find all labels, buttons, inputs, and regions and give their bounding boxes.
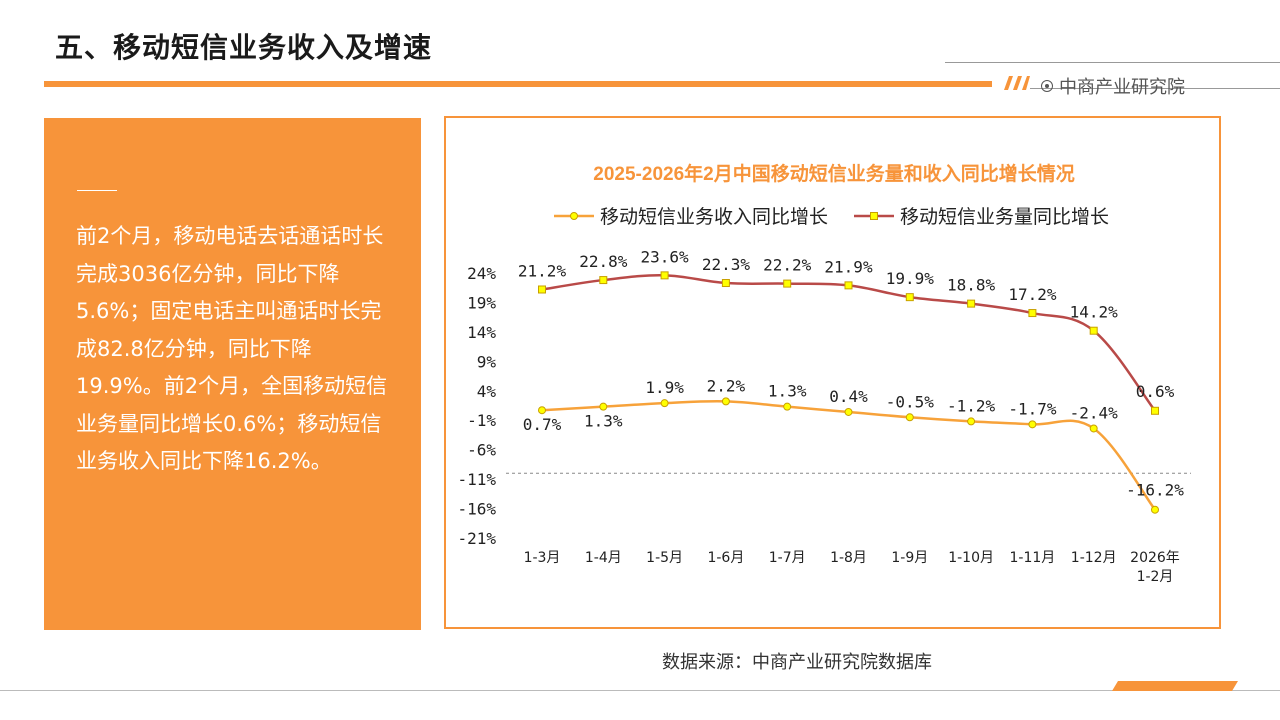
data-label: 22.3% bbox=[702, 255, 751, 274]
legend-marker-0 bbox=[570, 212, 578, 220]
series-line-0 bbox=[541, 399, 1156, 511]
brand-name: 中商产业研究院 bbox=[1059, 77, 1185, 98]
data-label: -2.4% bbox=[1070, 403, 1119, 422]
summary-text: 前2个月，移动电话去话通话时长完成3036亿分钟，同比下降5.6%；固定电话主叫… bbox=[76, 224, 388, 473]
y-tick-label: 19% bbox=[467, 293, 496, 312]
x-tick-label: 1-5月 bbox=[646, 550, 683, 566]
source-value: 中商产业研究院数据库 bbox=[752, 652, 932, 673]
data-label: -0.5% bbox=[886, 392, 935, 411]
data-point bbox=[1089, 326, 1098, 335]
data-point bbox=[905, 293, 914, 302]
y-tick-label: 14% bbox=[467, 323, 496, 342]
data-point bbox=[905, 413, 914, 422]
data-point bbox=[1151, 505, 1159, 514]
y-tick-label: -11% bbox=[457, 470, 496, 489]
header-divider bbox=[945, 62, 1280, 63]
header-divider-low bbox=[1030, 88, 1280, 89]
x-tick-label: 1-11月 bbox=[1010, 550, 1056, 566]
data-label: 22.8% bbox=[579, 252, 628, 271]
data-point bbox=[721, 279, 730, 288]
line-chart: 2025-2026年2月中国移动短信业务量和收入同比增长情况移动短信业务收入同比… bbox=[457, 162, 1191, 585]
page-title: 五、移动短信业务收入及增速 bbox=[55, 31, 433, 64]
summary-panel: 前2个月，移动电话去话通话时长完成3036亿分钟，同比下降5.6%；固定电话主叫… bbox=[44, 118, 421, 630]
x-tick-label: 1-8月 bbox=[830, 550, 867, 566]
chart-title: 2025-2026年2月中国移动短信业务量和收入同比增长情况 bbox=[593, 162, 1074, 185]
data-label: 1.9% bbox=[645, 378, 684, 397]
data-label: -16.2% bbox=[1126, 481, 1184, 500]
data-label: -1.2% bbox=[947, 396, 996, 415]
data-point bbox=[660, 399, 669, 408]
data-point bbox=[783, 279, 792, 288]
data-label: 1.3% bbox=[584, 412, 623, 431]
data-label: 18.8% bbox=[947, 276, 996, 295]
data-point bbox=[967, 417, 976, 426]
data-point bbox=[783, 402, 792, 411]
x-tick-label: 1-7月 bbox=[769, 550, 806, 566]
data-point bbox=[1151, 406, 1159, 415]
source-label: 数据来源： bbox=[662, 652, 752, 673]
x-tick-label: 2026年 bbox=[1130, 550, 1180, 566]
legend-label-1: 移动短信业务量同比增长 bbox=[900, 206, 1109, 228]
x-tick-label: 1-10月 bbox=[948, 550, 994, 566]
data-label: 17.2% bbox=[1008, 285, 1057, 304]
data-label: 21.2% bbox=[518, 261, 567, 280]
data-point bbox=[660, 271, 669, 280]
data-point bbox=[1089, 424, 1098, 433]
y-tick-label: -6% bbox=[467, 441, 496, 460]
data-label: 2.2% bbox=[707, 376, 746, 395]
legend-marker-1 bbox=[870, 212, 878, 220]
x-tick-label: 1-4月 bbox=[585, 550, 622, 566]
data-label: 14.2% bbox=[1070, 303, 1119, 322]
header-accent-bar bbox=[44, 81, 992, 87]
panel-divider bbox=[77, 190, 117, 191]
data-label: 0.4% bbox=[829, 387, 868, 406]
data-point bbox=[599, 402, 608, 411]
data-point bbox=[844, 281, 853, 290]
footer-divider bbox=[0, 690, 1280, 691]
data-label: 21.9% bbox=[824, 257, 873, 276]
data-point bbox=[1028, 309, 1037, 318]
x-tick-label: 1-6月 bbox=[707, 550, 744, 566]
source-note: 数据来源： 中商产业研究院数据库 bbox=[662, 648, 932, 674]
data-label: -1.7% bbox=[1008, 399, 1057, 418]
data-label: 23.6% bbox=[641, 247, 690, 266]
data-point bbox=[1028, 420, 1037, 429]
y-tick-label: -16% bbox=[457, 500, 496, 519]
x-tick-label: 1-3月 bbox=[524, 550, 561, 566]
series-line-1 bbox=[541, 274, 1156, 412]
legend-label-0: 移动短信业务收入同比增长 bbox=[600, 206, 828, 228]
brand: 中商产业研究院 bbox=[1041, 73, 1185, 99]
y-tick-label: -1% bbox=[467, 411, 496, 430]
data-point bbox=[967, 299, 976, 308]
chart-frame: 2025-2026年2月中国移动短信业务量和收入同比增长情况移动短信业务收入同比… bbox=[444, 116, 1221, 629]
data-label: 22.2% bbox=[763, 256, 812, 275]
data-label: 1.3% bbox=[768, 382, 807, 401]
y-tick-label: 4% bbox=[477, 382, 497, 401]
x-tick-label: 1-2月 bbox=[1137, 569, 1174, 585]
data-point bbox=[721, 397, 730, 406]
brand-logo-icon bbox=[1041, 80, 1053, 92]
y-tick-label: 24% bbox=[467, 264, 496, 283]
x-tick-label: 1-9月 bbox=[891, 550, 928, 566]
data-point bbox=[538, 406, 546, 415]
data-point bbox=[844, 407, 853, 416]
y-tick-label: -21% bbox=[457, 529, 496, 548]
stripes-decoration bbox=[1004, 76, 1030, 90]
data-label: 0.7% bbox=[523, 415, 562, 434]
y-tick-label: 9% bbox=[477, 352, 497, 371]
data-point bbox=[599, 276, 608, 285]
x-tick-label: 1-12月 bbox=[1071, 550, 1117, 566]
data-label: 0.6% bbox=[1136, 382, 1175, 401]
data-point bbox=[538, 285, 546, 294]
footer-stripes-decoration bbox=[1112, 681, 1238, 691]
data-label: 19.9% bbox=[886, 269, 935, 288]
